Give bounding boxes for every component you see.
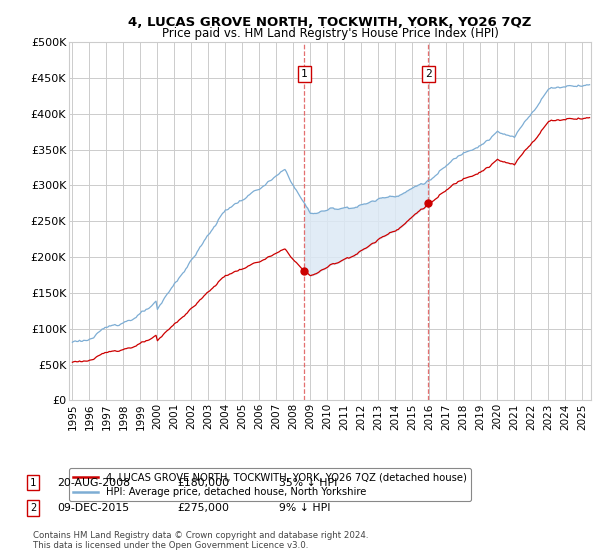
Legend: 4, LUCAS GROVE NORTH, TOCKWITH, YORK, YO26 7QZ (detached house), HPI: Average pr: 4, LUCAS GROVE NORTH, TOCKWITH, YORK, YO…	[69, 468, 470, 501]
Text: £180,000: £180,000	[177, 478, 229, 488]
Text: 1: 1	[30, 478, 36, 488]
Text: Price paid vs. HM Land Registry's House Price Index (HPI): Price paid vs. HM Land Registry's House …	[161, 27, 499, 40]
Text: £275,000: £275,000	[177, 503, 229, 513]
Text: 09-DEC-2015: 09-DEC-2015	[57, 503, 129, 513]
Text: Contains HM Land Registry data © Crown copyright and database right 2024.
This d: Contains HM Land Registry data © Crown c…	[33, 530, 368, 550]
Text: 20-AUG-2008: 20-AUG-2008	[57, 478, 130, 488]
Text: 35% ↓ HPI: 35% ↓ HPI	[279, 478, 337, 488]
Text: 2: 2	[30, 503, 36, 513]
Text: 1: 1	[301, 69, 308, 80]
Text: 9% ↓ HPI: 9% ↓ HPI	[279, 503, 331, 513]
Text: 2: 2	[425, 69, 432, 80]
Text: 4, LUCAS GROVE NORTH, TOCKWITH, YORK, YO26 7QZ: 4, LUCAS GROVE NORTH, TOCKWITH, YORK, YO…	[128, 16, 532, 29]
